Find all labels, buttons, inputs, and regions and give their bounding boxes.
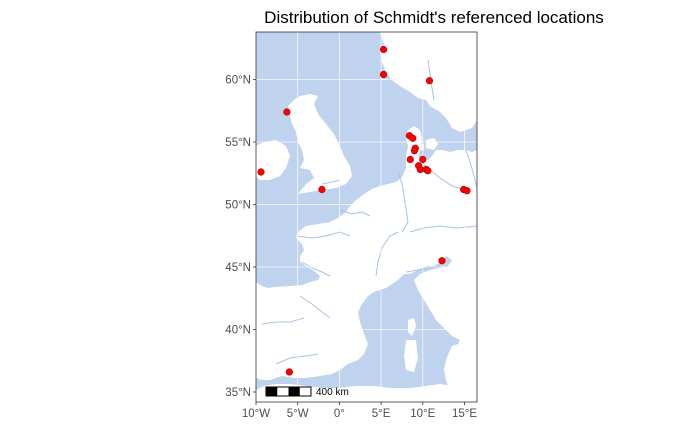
land-sardinia xyxy=(404,340,418,372)
y-axis: 35°N 40°N 45°N 50°N 55°N 60°N xyxy=(225,75,256,399)
river-garonne xyxy=(301,261,331,277)
river-loire xyxy=(297,231,351,239)
y-tick-label: 35°N xyxy=(225,387,251,399)
map-title: Distribution of Schmidt's referenced loc… xyxy=(264,8,604,27)
x-tick-label: 0° xyxy=(334,408,345,420)
river-thames xyxy=(321,179,341,185)
map-frame xyxy=(255,31,478,403)
river-vistula xyxy=(465,149,477,189)
land-corsica xyxy=(408,318,416,336)
scale-bar-segment-3 xyxy=(288,387,300,396)
location-point xyxy=(285,368,293,376)
location-points xyxy=(257,45,471,376)
river-ebro xyxy=(299,295,331,319)
scale-bar: 400 km xyxy=(265,386,349,398)
land-great-britain xyxy=(288,94,352,194)
location-point xyxy=(318,185,326,194)
x-axis: 10°W 5°W 0° 5°E 10°E 15°E xyxy=(242,402,477,420)
x-tick-label: 15°E xyxy=(452,408,477,420)
y-tick-label: 40°N xyxy=(225,325,251,337)
location-point xyxy=(425,77,434,85)
land-ireland xyxy=(256,140,290,180)
x-tick-label: 10°E xyxy=(410,408,435,420)
y-tick-label: 50°N xyxy=(225,200,251,212)
scale-bar-label: 400 km xyxy=(316,387,349,398)
location-point xyxy=(463,187,471,195)
x-tick-label: 5°W xyxy=(287,408,309,420)
land-continent xyxy=(256,150,477,402)
scale-bar-segment-1 xyxy=(266,387,278,396)
y-tick-label: 60°N xyxy=(225,75,251,87)
graticule xyxy=(256,32,477,402)
river-tagus xyxy=(261,317,305,325)
location-point xyxy=(438,257,446,265)
location-point xyxy=(283,108,291,116)
location-point xyxy=(410,147,419,155)
y-tick-label: 55°N xyxy=(225,137,251,149)
location-point xyxy=(409,134,417,142)
location-point xyxy=(419,155,427,164)
location-point xyxy=(379,70,388,79)
location-point xyxy=(424,167,432,175)
x-tick-label: 10°W xyxy=(242,408,270,420)
location-point xyxy=(257,168,265,176)
location-point xyxy=(379,45,388,54)
y-tick-label: 45°N xyxy=(225,262,251,274)
river-danube xyxy=(409,225,477,233)
location-point xyxy=(406,155,414,164)
map-panel: 400 km xyxy=(256,32,477,402)
river-rhine xyxy=(397,171,409,233)
river-seine xyxy=(339,209,371,217)
land-zealand xyxy=(426,138,438,150)
x-tick-label: 5°E xyxy=(372,408,391,420)
